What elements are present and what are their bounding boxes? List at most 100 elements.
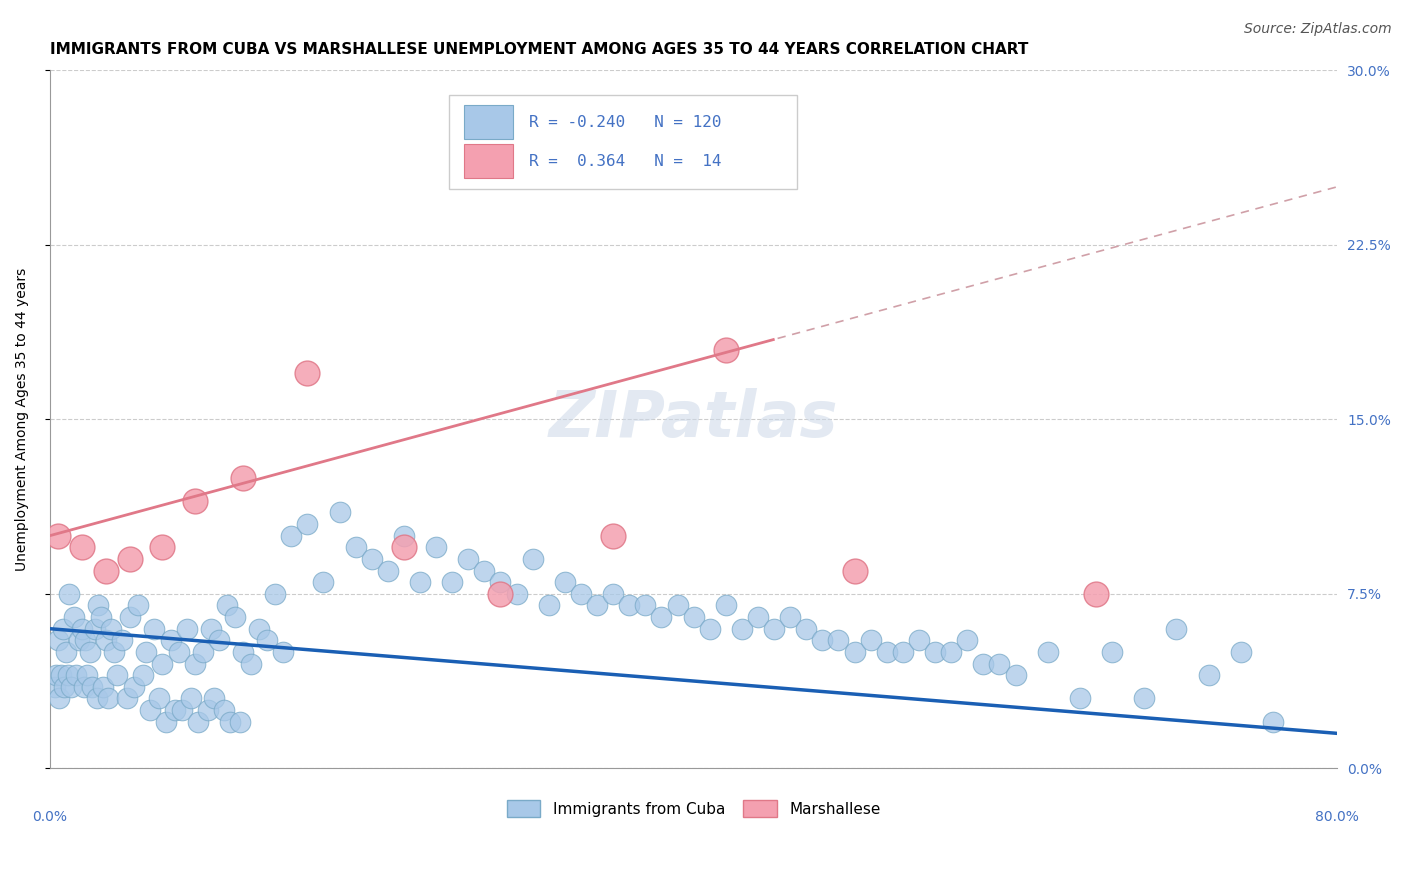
Point	[55, 645, 77, 659]
Point	[1069, 691, 1091, 706]
Point	[59, 680, 82, 694]
Point	[148, 691, 170, 706]
Point	[232, 470, 254, 484]
Point	[554, 575, 576, 590]
Point	[180, 691, 202, 706]
Point	[505, 587, 527, 601]
Point	[197, 703, 219, 717]
Text: Source: ZipAtlas.com: Source: ZipAtlas.com	[1244, 22, 1392, 37]
Point	[827, 633, 849, 648]
Point	[90, 610, 112, 624]
Point	[135, 645, 157, 659]
Point	[1085, 587, 1108, 601]
Point	[731, 622, 754, 636]
Point	[155, 714, 177, 729]
Point	[70, 622, 93, 636]
Point	[97, 691, 120, 706]
Point	[86, 691, 108, 706]
Point	[537, 599, 560, 613]
Point	[45, 668, 67, 682]
Point	[80, 680, 103, 694]
Point	[312, 575, 335, 590]
Point	[344, 541, 367, 555]
FancyBboxPatch shape	[464, 145, 513, 178]
Point	[489, 587, 512, 601]
Point	[191, 645, 214, 659]
Point	[280, 529, 302, 543]
Point	[988, 657, 1011, 671]
Point	[183, 493, 205, 508]
Point	[49, 668, 72, 682]
Point	[83, 622, 105, 636]
Point	[924, 645, 946, 659]
Point	[115, 691, 138, 706]
Point	[256, 633, 278, 648]
Point	[170, 703, 193, 717]
FancyBboxPatch shape	[449, 95, 797, 189]
Point	[232, 645, 254, 659]
Point	[297, 516, 319, 531]
Point	[779, 610, 801, 624]
Point	[152, 657, 174, 671]
Point	[202, 691, 225, 706]
Point	[441, 575, 464, 590]
Point	[107, 668, 129, 682]
Point	[1166, 622, 1188, 636]
Legend: Immigrants from Cuba, Marshallese: Immigrants from Cuba, Marshallese	[501, 794, 887, 823]
Point	[602, 529, 624, 543]
Point	[65, 668, 87, 682]
Point	[120, 552, 142, 566]
Point	[859, 633, 882, 648]
Point	[63, 610, 86, 624]
Point	[271, 645, 294, 659]
Point	[152, 541, 174, 555]
Point	[1230, 645, 1253, 659]
Point	[714, 343, 737, 357]
FancyBboxPatch shape	[464, 105, 513, 139]
Point	[634, 599, 657, 613]
Point	[96, 564, 118, 578]
Point	[328, 505, 350, 519]
Point	[44, 680, 66, 694]
Point	[247, 622, 270, 636]
Point	[215, 599, 238, 613]
Point	[187, 714, 209, 729]
Point	[87, 599, 110, 613]
Point	[48, 691, 70, 706]
Point	[522, 552, 544, 566]
Point	[1036, 645, 1059, 659]
Point	[208, 633, 231, 648]
Point	[409, 575, 432, 590]
Y-axis label: Unemployment Among Ages 35 to 44 years: Unemployment Among Ages 35 to 44 years	[15, 268, 30, 571]
Point	[167, 645, 190, 659]
Point	[844, 645, 866, 659]
Text: 0.0%: 0.0%	[32, 810, 67, 824]
Point	[176, 622, 198, 636]
Point	[120, 610, 142, 624]
Point	[489, 575, 512, 590]
Point	[392, 529, 415, 543]
Point	[138, 703, 160, 717]
Point	[46, 529, 69, 543]
Point	[297, 366, 319, 380]
Point	[474, 564, 496, 578]
Point	[70, 541, 93, 555]
Point	[122, 680, 145, 694]
Point	[891, 645, 914, 659]
Point	[1101, 645, 1123, 659]
Point	[264, 587, 287, 601]
Point	[844, 564, 866, 578]
Point	[75, 633, 97, 648]
Point	[794, 622, 817, 636]
Point	[159, 633, 181, 648]
Point	[72, 680, 94, 694]
Point	[229, 714, 252, 729]
Point	[682, 610, 704, 624]
Point	[650, 610, 672, 624]
Point	[425, 541, 447, 555]
Point	[53, 680, 76, 694]
Point	[1261, 714, 1284, 729]
Point	[58, 587, 80, 601]
Point	[377, 564, 399, 578]
Point	[56, 668, 79, 682]
